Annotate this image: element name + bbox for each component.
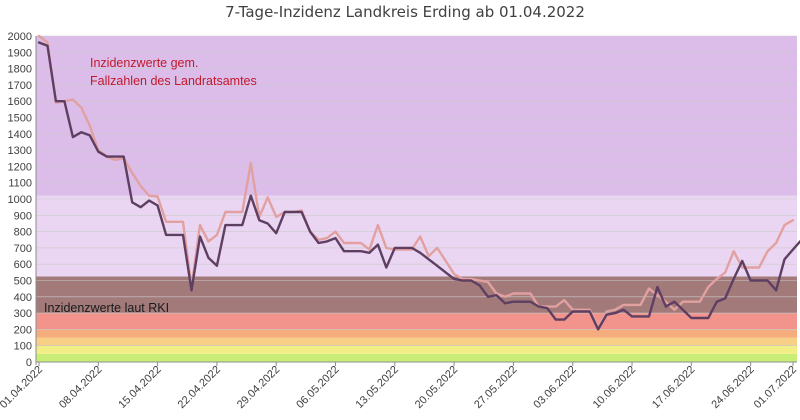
- band-1: [36, 345, 797, 354]
- x-tick-label-3: 22.04.2022: [176, 364, 223, 411]
- annotations: Inzidenzwerte gem. Fallzahlen des Landrat…: [44, 56, 257, 315]
- x-tick-label-10: 10.06.2022: [591, 364, 638, 411]
- y-tick-label-12: 1200: [8, 161, 32, 173]
- y-tick-label-17: 1700: [8, 80, 32, 92]
- y-tick-label-16: 1600: [8, 96, 32, 108]
- band-7: [36, 36, 797, 196]
- y-tick-label-4: 400: [14, 292, 32, 304]
- band-0: [36, 353, 797, 362]
- x-axis: 01.04.2022 08.04.2022 15.04.2022 22.04.2022…: [0, 361, 799, 411]
- y-tick-label-0: 0: [26, 357, 32, 369]
- y-tick-label-15: 1500: [8, 113, 32, 125]
- y-tick-label-1: 100: [14, 341, 32, 353]
- y-tick-label-3: 300: [14, 308, 32, 320]
- series-line-1: [37, 41, 800, 331]
- x-tick-label-12: 24.06.2022: [709, 364, 756, 411]
- x-tick-label-1: 08.04.2022: [57, 364, 104, 411]
- x-tick-label-0: 01.04.2022: [0, 364, 45, 411]
- x-tick-label-13: 01.07.2022: [752, 364, 799, 411]
- x-tick-label-4: 29.04.2022: [235, 364, 282, 411]
- band-2: [36, 337, 797, 346]
- band-3: [36, 329, 797, 338]
- x-tick-label-9: 03.06.2022: [531, 364, 578, 411]
- annotation-0-line-1: Fallzahlen des Landratsamtes: [90, 74, 257, 88]
- series-lines: [37, 34, 800, 331]
- chart-title: 7-Tage-Inzidenz Landkreis Erding ab 01.0…: [225, 3, 585, 21]
- y-axis: 0 100 200 300 400 500 600 700 800 900 1000 1100 1200…: [8, 31, 37, 369]
- x-tick-label-5: 06.05.2022: [294, 364, 341, 411]
- y-tick-label-5: 500: [14, 276, 32, 288]
- y-tick-label-8: 800: [14, 227, 32, 239]
- y-tick-label-20: 2000: [8, 31, 32, 43]
- y-tick-label-14: 1400: [8, 129, 32, 141]
- y-tick-label-13: 1300: [8, 145, 32, 157]
- x-tick-label-2: 15.04.2022: [116, 364, 163, 411]
- annotation-1-line-0: Inzidenzwerte laut RKI: [44, 301, 169, 315]
- y-tick-label-9: 900: [14, 210, 32, 222]
- x-tick-label-7: 20.05.2022: [413, 364, 460, 411]
- annotation-0-line-0: Inzidenzwerte gem.: [90, 56, 198, 70]
- y-tick-label-10: 1000: [8, 194, 32, 206]
- y-tick-label-6: 600: [14, 259, 32, 271]
- x-tick-label-8: 27.05.2022: [472, 364, 519, 411]
- y-tick-label-7: 700: [14, 243, 32, 255]
- y-tick-label-11: 1100: [8, 178, 32, 190]
- band-4: [36, 313, 797, 330]
- x-tick-label-6: 13.05.2022: [354, 364, 401, 411]
- y-tick-label-19: 1900: [8, 47, 32, 59]
- y-tick-label-2: 200: [14, 324, 32, 336]
- x-tick-label-11: 17.06.2022: [650, 364, 697, 411]
- y-tick-label-18: 1800: [8, 64, 32, 76]
- series-line-0: [37, 34, 795, 328]
